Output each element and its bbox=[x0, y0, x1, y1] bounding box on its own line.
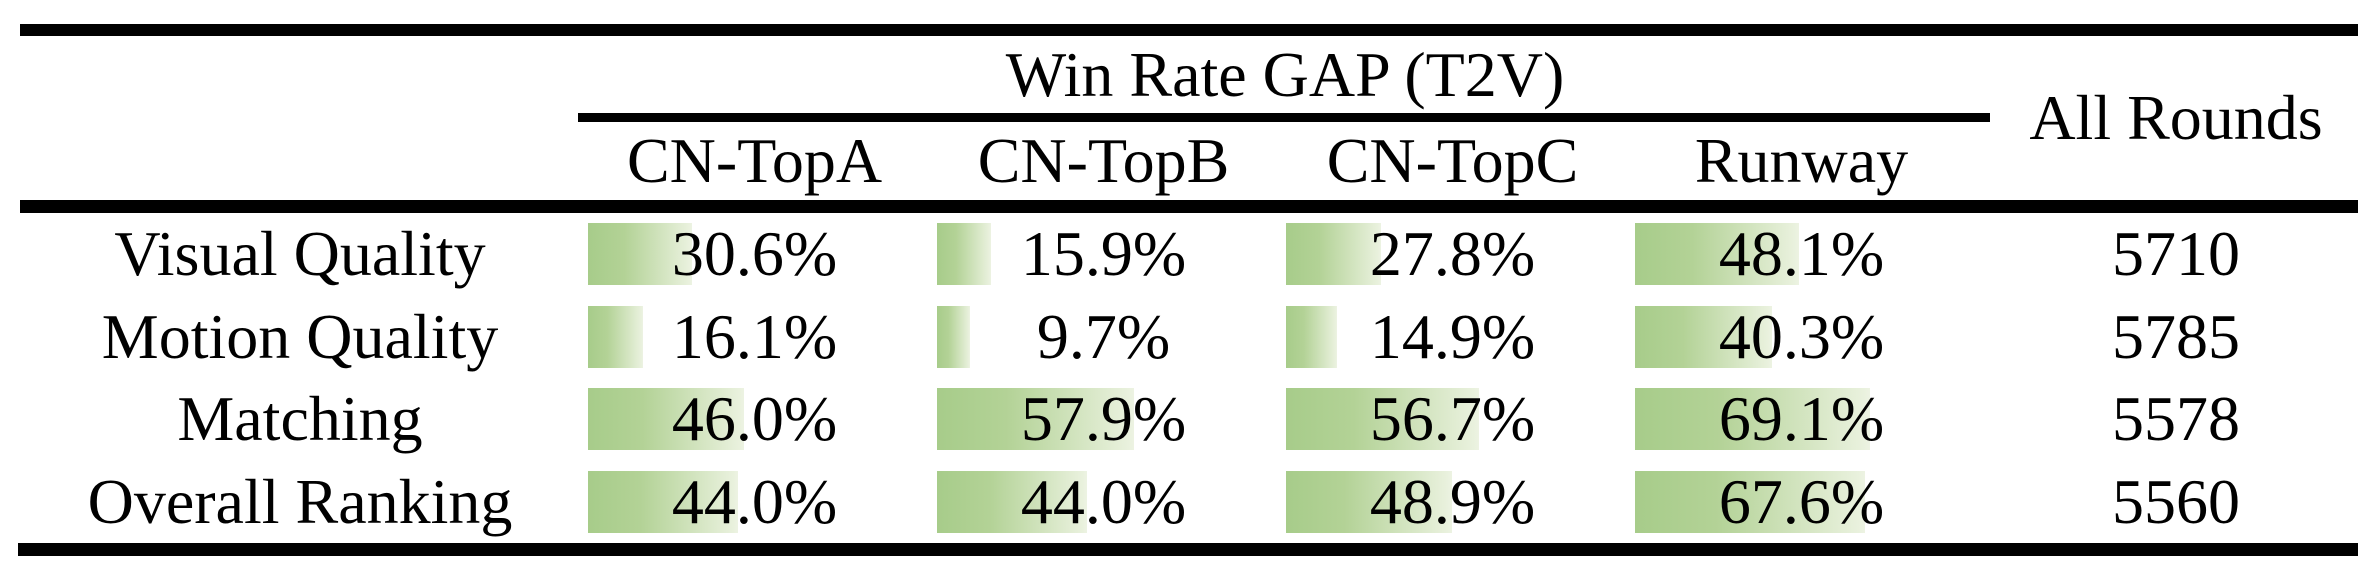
win-rate-cell: 44.0% bbox=[929, 461, 1278, 544]
win-rate-cell: 67.6% bbox=[1627, 461, 1976, 544]
win-rate-value: 44.0% bbox=[1020, 465, 1187, 537]
win-rate-bar bbox=[588, 470, 738, 533]
win-rate-bar bbox=[1286, 223, 1381, 285]
win-rate-cell: 40.3% bbox=[1627, 296, 1976, 379]
win-rate-value: 48.9% bbox=[1369, 465, 1536, 537]
column-header-cn-topb: CN-TopB bbox=[977, 125, 1230, 196]
win-rate-value: 46.0% bbox=[671, 383, 838, 455]
win-rate-bar bbox=[1635, 305, 1773, 368]
all-rounds-value: 5560 bbox=[2112, 465, 2240, 537]
win-rate-value: 57.9% bbox=[1020, 383, 1187, 455]
row-label: Visual Quality bbox=[114, 218, 486, 290]
win-rate-bar bbox=[937, 223, 992, 285]
column-header-cn-topc: CN-TopC bbox=[1326, 125, 1579, 196]
win-rate-cell: 46.0% bbox=[580, 378, 929, 461]
win-rate-cell: 30.6% bbox=[580, 213, 929, 296]
all-rounds-value: 5710 bbox=[2112, 218, 2240, 290]
table-row: Overall Ranking 44.0% 44.0% 48.9% 67.6% … bbox=[0, 461, 2376, 544]
win-rate-cell: 69.1% bbox=[1627, 378, 1976, 461]
win-rate-value: 14.9% bbox=[1369, 300, 1536, 372]
win-rate-cell: 27.8% bbox=[1278, 213, 1627, 296]
win-rate-cell: 9.7% bbox=[929, 296, 1278, 379]
win-rate-value: 16.1% bbox=[671, 300, 838, 372]
win-rate-cell: 48.1% bbox=[1627, 213, 1976, 296]
win-rate-bar bbox=[1286, 305, 1337, 368]
table-row: Visual Quality 30.6% 15.9% 27.8% 48.1% 5… bbox=[0, 213, 2376, 296]
row-label: Overall Ranking bbox=[87, 465, 513, 537]
column-header-cn-topa: CN-TopA bbox=[626, 125, 883, 196]
win-rate-cell: 44.0% bbox=[580, 461, 929, 544]
all-rounds-value: 5578 bbox=[2112, 383, 2240, 455]
bottom-rule bbox=[18, 543, 2358, 556]
table-row: Motion Quality 16.1% 9.7% 14.9% 40.3% 57… bbox=[0, 296, 2376, 379]
top-rule bbox=[20, 24, 2358, 36]
row-label: Motion Quality bbox=[101, 300, 499, 372]
win-rate-cell: 15.9% bbox=[929, 213, 1278, 296]
group-header-underline bbox=[578, 113, 1990, 122]
win-rate-cell: 57.9% bbox=[929, 378, 1278, 461]
win-rate-value: 69.1% bbox=[1718, 383, 1885, 455]
win-rate-cell: 48.9% bbox=[1278, 461, 1627, 544]
win-rate-bar bbox=[1286, 388, 1479, 450]
win-rate-bar bbox=[937, 470, 1087, 533]
header-body-rule bbox=[20, 200, 2358, 213]
win-rate-bar bbox=[1635, 388, 1870, 450]
column-header-runway: Runway bbox=[1694, 125, 1909, 196]
win-rate-value: 48.1% bbox=[1718, 218, 1885, 290]
table-row: Matching 46.0% 57.9% 56.7% 69.1% 5578 bbox=[0, 378, 2376, 461]
win-rate-value: 9.7% bbox=[1036, 300, 1171, 372]
win-rate-cell: 56.7% bbox=[1278, 378, 1627, 461]
all-rounds-value: 5785 bbox=[2112, 300, 2240, 372]
win-rate-value: 30.6% bbox=[671, 218, 838, 290]
win-rate-bar bbox=[1635, 223, 1799, 285]
win-rate-value: 27.8% bbox=[1369, 218, 1536, 290]
win-rate-value: 44.0% bbox=[671, 465, 838, 537]
win-rate-cell: 16.1% bbox=[580, 296, 929, 379]
row-label: Matching bbox=[177, 383, 423, 455]
win-rate-bar bbox=[1286, 470, 1453, 533]
win-rate-bar bbox=[1635, 470, 1865, 533]
win-rate-bar bbox=[937, 305, 970, 368]
column-header-all-rounds: All Rounds bbox=[2029, 82, 2323, 153]
win-rate-value: 56.7% bbox=[1369, 383, 1536, 455]
win-rate-cell: 14.9% bbox=[1278, 296, 1627, 379]
win-rate-value: 15.9% bbox=[1020, 218, 1187, 290]
win-rate-bar bbox=[588, 305, 643, 368]
win-rate-bar bbox=[588, 223, 693, 285]
win-rate-bar bbox=[588, 388, 745, 450]
win-rate-value: 40.3% bbox=[1718, 300, 1885, 372]
win-rate-value: 67.6% bbox=[1718, 465, 1885, 537]
win-rate-bar bbox=[937, 388, 1134, 450]
group-header-title: Win Rate GAP (T2V) bbox=[1005, 38, 1565, 110]
